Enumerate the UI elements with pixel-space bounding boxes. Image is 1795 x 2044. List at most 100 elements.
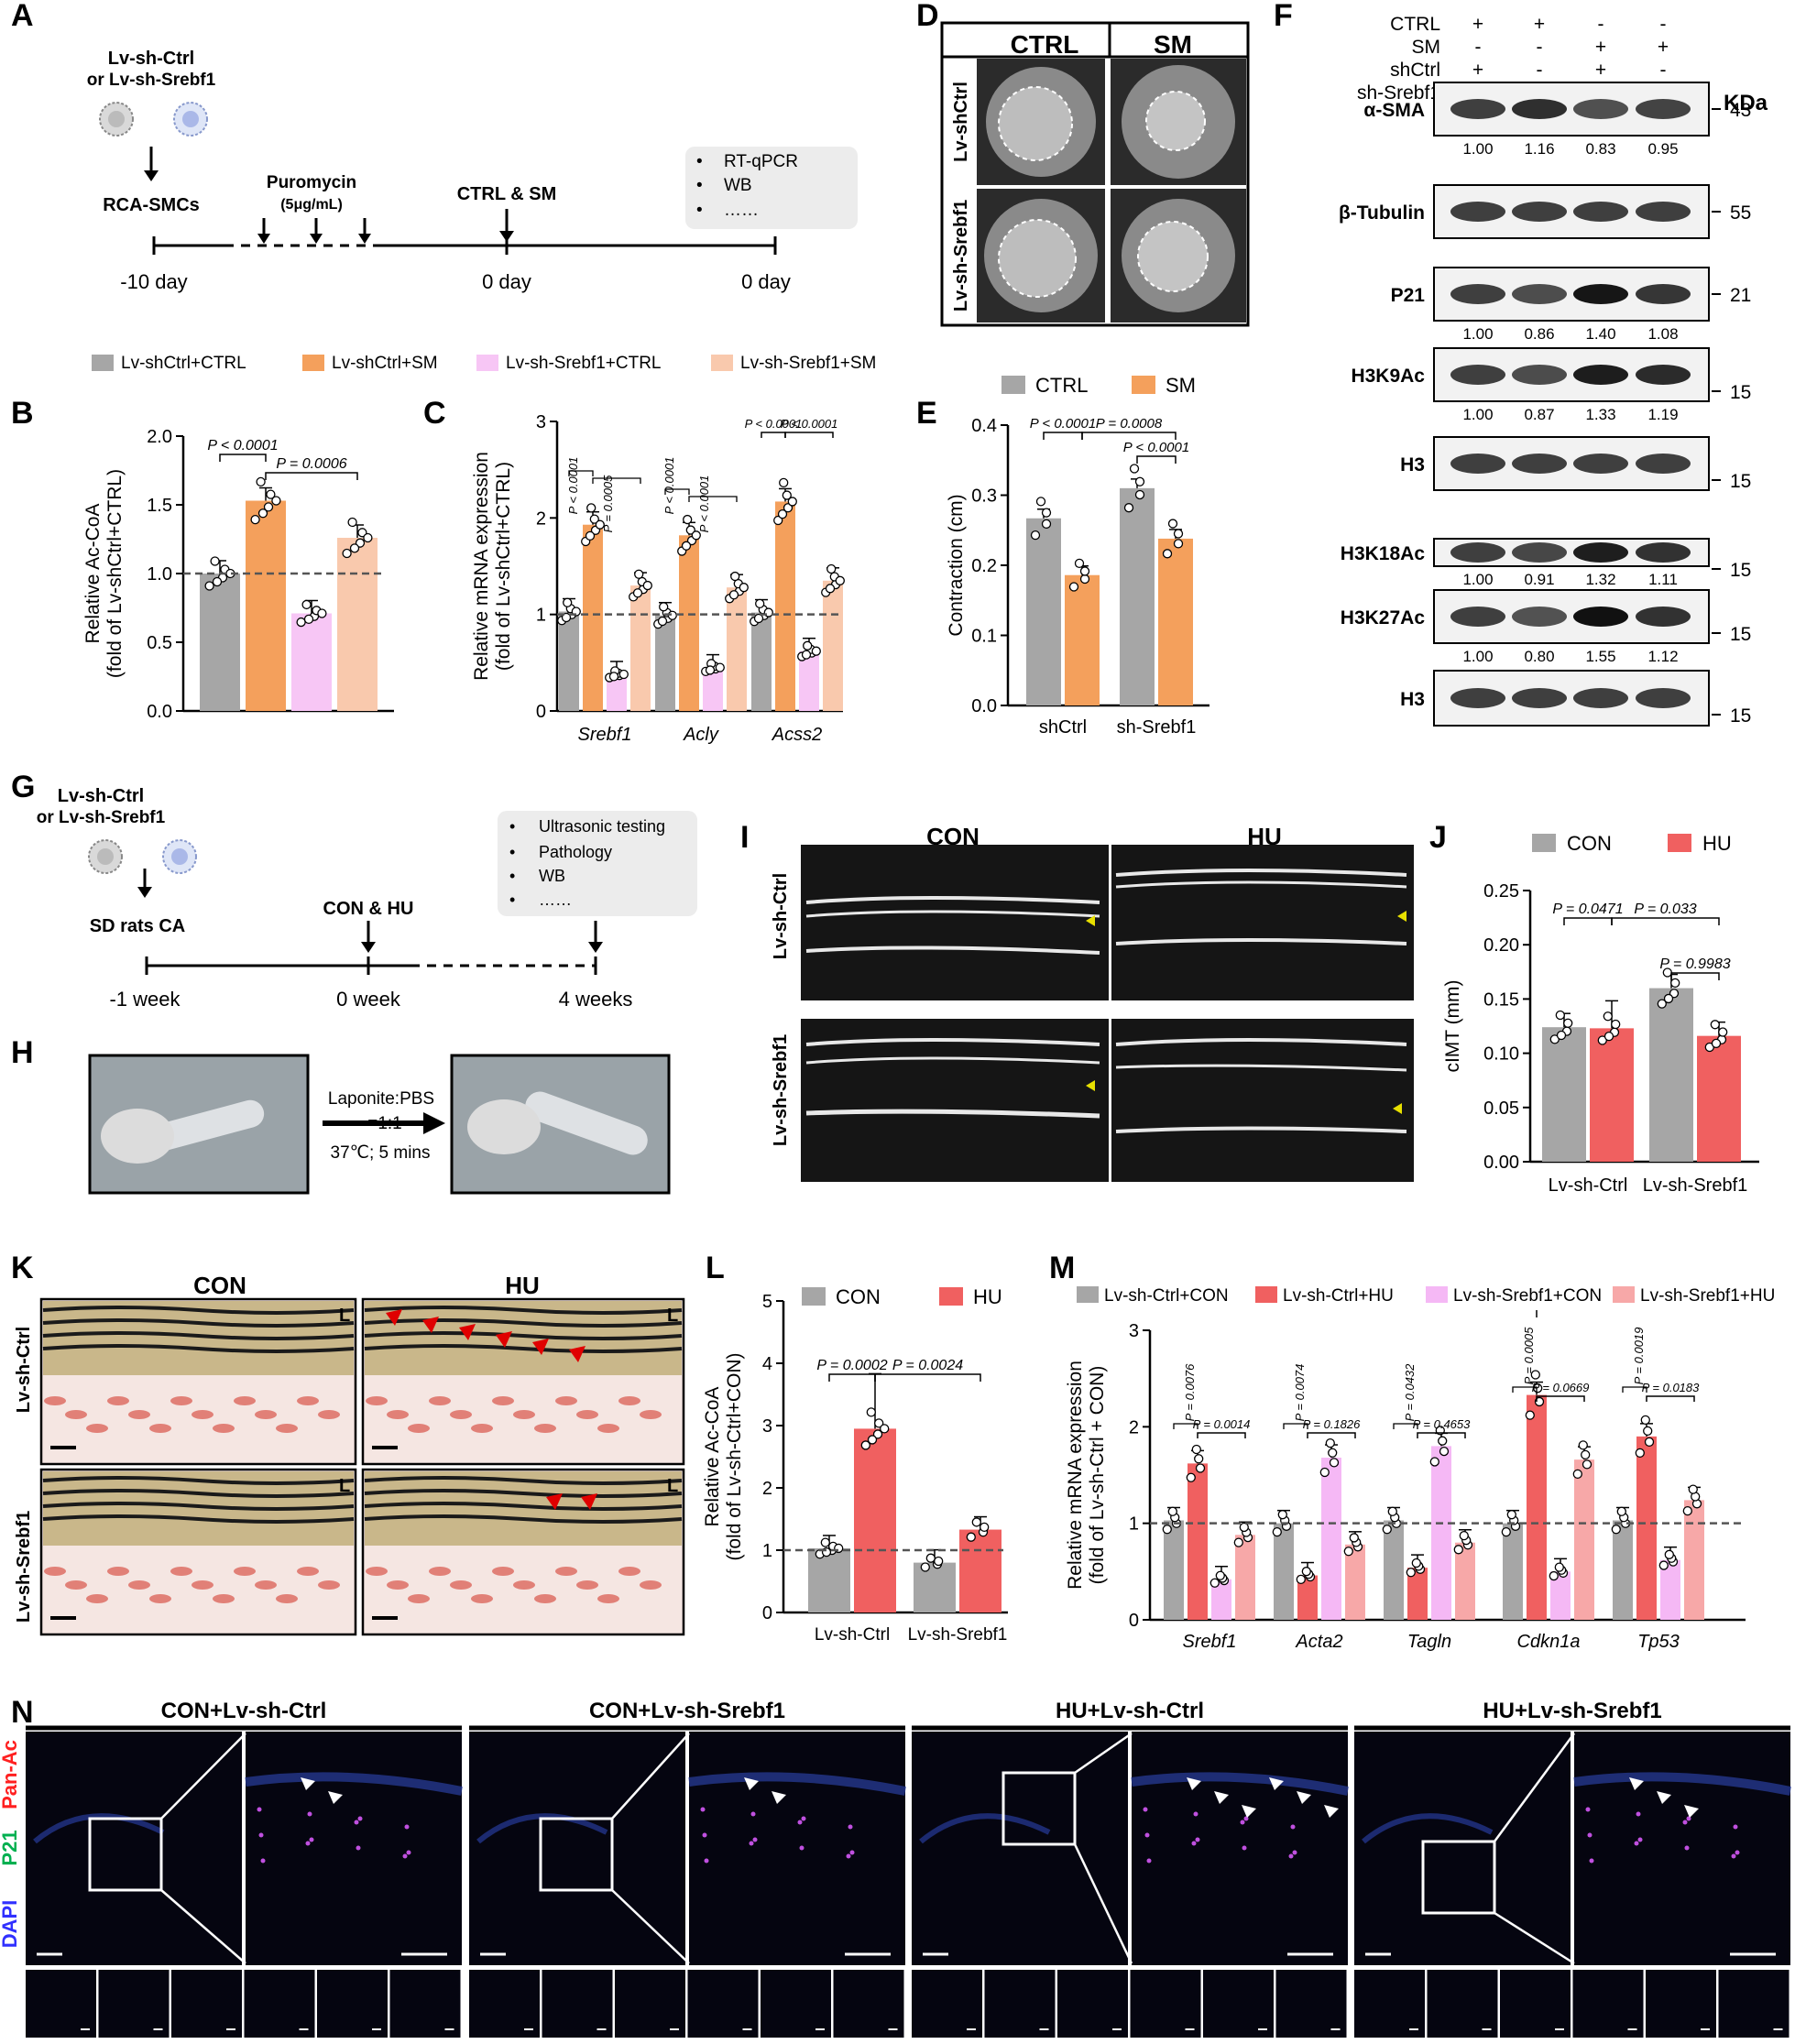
- data-point: [1079, 574, 1090, 585]
- bar: [914, 1562, 956, 1612]
- bar: [1384, 1520, 1404, 1620]
- bar: [1697, 1035, 1741, 1162]
- x-tick-label: Srebf1: [578, 725, 632, 745]
- svg-text:Lv-sh-Ctrl: Lv-sh-Ctrl: [771, 873, 791, 959]
- y-axis-label: cIMT (mm): [1442, 979, 1463, 1072]
- bar: [1235, 1535, 1255, 1620]
- x-tick-label: Acta2: [1295, 1632, 1342, 1652]
- p-value-label: P = 0.9983: [1659, 956, 1730, 972]
- arrowhead-icon: [422, 1317, 439, 1333]
- p-value-label: P < 0.0001: [745, 417, 803, 431]
- blot-band: [1450, 202, 1505, 222]
- condition-sign: +: [1472, 14, 1483, 35]
- fluorescence-zoom-image: [1132, 1732, 1348, 1965]
- data-point: [632, 588, 643, 598]
- data-point: [1554, 1562, 1564, 1572]
- data-point: [1167, 519, 1178, 529]
- bar: [1542, 1027, 1586, 1162]
- channel-thumbnail: [1718, 1970, 1790, 2038]
- zoom-region: [1421, 1840, 1496, 1915]
- channel-thumbnail: [1500, 1970, 1571, 2038]
- data-point: [1549, 1570, 1559, 1581]
- blot-band: [1573, 202, 1628, 222]
- virus-icon: [162, 839, 197, 874]
- bar: [799, 650, 819, 711]
- blot-band: [1573, 454, 1628, 474]
- data-point: [860, 1440, 870, 1450]
- y-tick-label: 0.0: [971, 696, 997, 716]
- significance-bracket: [1536, 1395, 1585, 1402]
- svg-text:•: •: [509, 817, 515, 836]
- channel-thumbnail: [1427, 1970, 1498, 2038]
- data-point: [266, 489, 276, 499]
- letter-K: K: [11, 1251, 34, 1285]
- blot-band: [1512, 607, 1567, 627]
- p-value-label: P = 0.0008: [1096, 416, 1163, 432]
- band-quantification: 1.00: [1462, 325, 1493, 343]
- condition-label: sh-Srebf1: [1357, 82, 1440, 104]
- svg-text:0 week: 0 week: [336, 988, 401, 1011]
- kda-value: 21: [1730, 285, 1751, 306]
- data-point: [1233, 1537, 1243, 1547]
- data-point: [872, 1429, 883, 1439]
- arrowhead-icon: [1297, 1791, 1311, 1804]
- data-point: [1682, 1505, 1692, 1516]
- significance-bracket: [1563, 917, 1613, 925]
- data-point: [1209, 1578, 1220, 1588]
- y-tick-label: 0: [762, 1603, 772, 1623]
- arrowhead-icon: [459, 1324, 476, 1340]
- data-point: [1382, 1525, 1392, 1535]
- svg-text:37℃; 5 mins: 37℃; 5 mins: [331, 1143, 431, 1163]
- fluorescence-image: [912, 1732, 1128, 1965]
- panel-h-photos: Laponite:PBS =1:1 37℃; 5 mins: [88, 1054, 671, 1195]
- condition-sign: +: [1658, 37, 1669, 58]
- y-tick-label: 0.3: [971, 486, 997, 507]
- x-tick-label: Tagln: [1407, 1632, 1451, 1652]
- data-point: [1068, 582, 1079, 592]
- data-point: [934, 1556, 944, 1567]
- chart-j: 0.00 0.05 0.10 0.15 0.20 0.25 cIMT (mm) CON HU Lv…: [1442, 832, 1759, 1196]
- letter-B: B: [11, 396, 34, 431]
- blot-band: [1636, 202, 1691, 222]
- chart-m: 0 1 2 3 Relative mRNA expression (fold of Lv-…: [1065, 1286, 1775, 1652]
- bar: [679, 535, 699, 711]
- x-tick-label: Lv-sh-Ctrl: [1549, 1175, 1628, 1196]
- kda-value: 43: [1730, 100, 1751, 121]
- arrowhead-icon: [772, 1791, 786, 1804]
- band-quantification: 1.55: [1585, 648, 1615, 665]
- band-quantification: 1.00: [1462, 140, 1493, 158]
- svg-text:Lv-sh-Srebf1+SM: Lv-sh-Srebf1+SM: [740, 354, 876, 373]
- band-quantification: 1.12: [1647, 648, 1678, 665]
- data-point: [1501, 1526, 1511, 1537]
- arrowhead-icon: [744, 1777, 759, 1790]
- letter-L: L: [706, 1251, 725, 1285]
- d-col-sm: SM: [1154, 30, 1192, 59]
- significance-bracket: [1307, 1432, 1356, 1438]
- band-quantification: 1.00: [1462, 648, 1493, 665]
- data-point: [1041, 519, 1052, 530]
- panel-k-histology: CON HU Lv-sh-Ctrl Lv-sh-Srebf1 L L L L: [14, 1272, 685, 1636]
- p-value-label: P = 0.0471: [1552, 902, 1623, 917]
- arrowhead-icon: [1324, 1805, 1339, 1818]
- fluorescence-image: [26, 1732, 242, 1965]
- svg-text:Lv-sh-Ctrl: Lv-sh-Ctrl: [58, 786, 144, 806]
- bar: [727, 587, 747, 711]
- protein-label: α-SMA: [1363, 100, 1425, 121]
- channel-thumbnail: [761, 1970, 831, 2038]
- data-point: [803, 640, 813, 650]
- bar: [1164, 1520, 1184, 1620]
- significance-bracket: [1043, 432, 1083, 440]
- blot-band: [1636, 542, 1691, 563]
- letter-A: A: [11, 0, 34, 33]
- data-point: [705, 665, 716, 675]
- significance-bracket: [784, 432, 834, 438]
- data-point: [691, 530, 701, 541]
- blot-band: [1636, 607, 1691, 627]
- a-treatment: CTRL & SM: [457, 184, 557, 204]
- p-value-label: P = 0.0432: [1403, 1363, 1417, 1422]
- y-tick-label: 0.1: [971, 627, 997, 647]
- y-tick-label: 0: [1129, 1611, 1139, 1631]
- data-point: [1643, 1426, 1653, 1437]
- x-tick-label: Tp53: [1637, 1632, 1680, 1652]
- blot-band: [1512, 454, 1567, 474]
